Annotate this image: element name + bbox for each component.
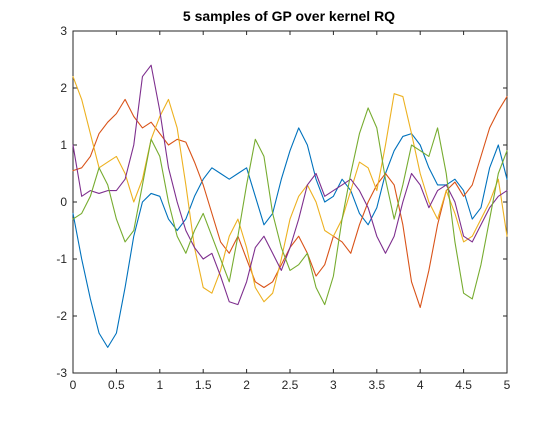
x-tick-label: 3	[330, 378, 337, 392]
series-line-1	[72, 127, 508, 348]
series-line-2	[72, 96, 508, 309]
y-tick-label: 1	[60, 138, 67, 152]
plot-area-frame	[72, 30, 508, 374]
y-tick-label: -1	[56, 252, 67, 266]
y-tick-label: 2	[60, 81, 67, 95]
x-tick-label: 1	[156, 378, 163, 392]
y-tick-label: -3	[56, 366, 67, 380]
series-line-3	[72, 76, 508, 303]
x-tick-label: 2.5	[282, 378, 299, 392]
series-lines	[72, 64, 508, 348]
x-tick-label: 0.5	[108, 378, 125, 392]
x-tick-labels: 0 0.5 1 1.5 2 2.5 3 3.5 4 4.5 5	[70, 378, 511, 392]
x-tick-label: 4.5	[455, 378, 472, 392]
y-tick-label: 0	[60, 195, 67, 209]
y-tick-labels: -3 -2 -1 0 1 2 3	[56, 24, 67, 380]
series-line-5	[72, 107, 508, 306]
x-tick-label: 4	[417, 378, 424, 392]
y-tick-label: 3	[60, 24, 67, 38]
x-tick-label: 0	[70, 378, 77, 392]
axis-ticks	[72, 30, 508, 374]
x-tick-label: 3.5	[368, 378, 385, 392]
series-line-4	[72, 64, 508, 306]
chart-title: 5 samples of GP over kernel RQ	[183, 8, 395, 24]
x-tick-label: 2	[243, 378, 250, 392]
x-tick-label: 1.5	[195, 378, 212, 392]
x-tick-label: 5	[504, 378, 511, 392]
y-tick-label: -2	[56, 309, 67, 323]
